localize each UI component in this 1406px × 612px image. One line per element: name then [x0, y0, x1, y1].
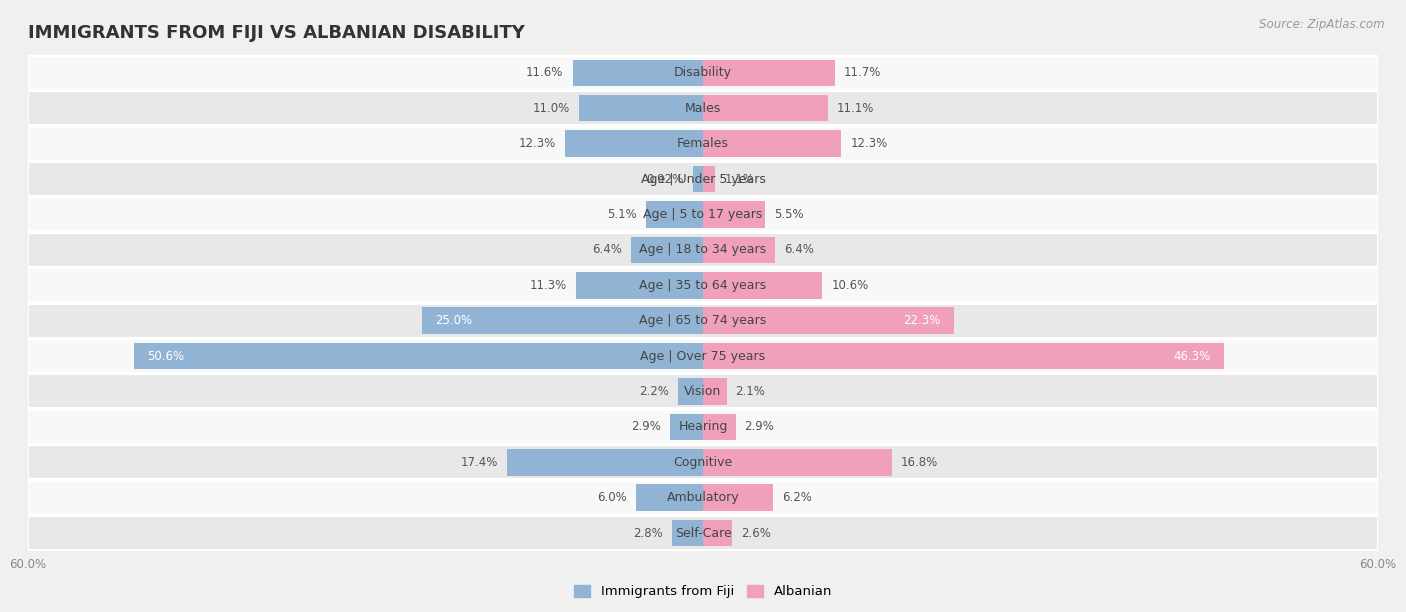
- Text: 11.7%: 11.7%: [844, 66, 882, 80]
- Bar: [28, 56, 1378, 90]
- Text: 10.6%: 10.6%: [831, 278, 869, 292]
- Text: 6.4%: 6.4%: [592, 244, 621, 256]
- Bar: [703, 59, 835, 86]
- Bar: [703, 378, 727, 405]
- Text: 11.0%: 11.0%: [533, 102, 571, 114]
- Bar: [645, 201, 703, 228]
- Bar: [631, 237, 703, 263]
- Text: Source: ZipAtlas.com: Source: ZipAtlas.com: [1260, 18, 1385, 31]
- Text: 16.8%: 16.8%: [901, 456, 938, 469]
- Bar: [28, 410, 1378, 444]
- Bar: [508, 449, 703, 476]
- Bar: [703, 237, 775, 263]
- Text: IMMIGRANTS FROM FIJI VS ALBANIAN DISABILITY: IMMIGRANTS FROM FIJI VS ALBANIAN DISABIL…: [28, 24, 524, 42]
- Text: Males: Males: [685, 102, 721, 114]
- Text: 46.3%: 46.3%: [1173, 349, 1211, 362]
- Text: 2.1%: 2.1%: [735, 385, 765, 398]
- Bar: [579, 95, 703, 121]
- Bar: [28, 304, 1378, 338]
- Bar: [565, 130, 703, 157]
- Bar: [703, 520, 733, 547]
- Bar: [28, 233, 1378, 267]
- Bar: [28, 91, 1378, 125]
- Text: 11.6%: 11.6%: [526, 66, 564, 80]
- Text: 2.8%: 2.8%: [633, 526, 662, 540]
- Text: Disability: Disability: [673, 66, 733, 80]
- Text: 5.5%: 5.5%: [773, 208, 803, 221]
- Text: 12.3%: 12.3%: [519, 137, 555, 150]
- Text: Ambulatory: Ambulatory: [666, 491, 740, 504]
- Text: Vision: Vision: [685, 385, 721, 398]
- Text: 11.3%: 11.3%: [530, 278, 567, 292]
- Text: 11.1%: 11.1%: [837, 102, 875, 114]
- Bar: [28, 198, 1378, 231]
- Bar: [703, 166, 716, 192]
- Bar: [703, 95, 828, 121]
- Text: 2.6%: 2.6%: [741, 526, 770, 540]
- Text: 25.0%: 25.0%: [436, 314, 472, 327]
- Text: 50.6%: 50.6%: [148, 349, 184, 362]
- Text: 12.3%: 12.3%: [851, 137, 887, 150]
- Bar: [693, 166, 703, 192]
- Bar: [703, 307, 953, 334]
- Bar: [703, 343, 1223, 369]
- Bar: [28, 268, 1378, 302]
- Text: 17.4%: 17.4%: [461, 456, 498, 469]
- Bar: [703, 485, 773, 511]
- Legend: Immigrants from Fiji, Albanian: Immigrants from Fiji, Albanian: [569, 580, 837, 603]
- Text: Age | Over 75 years: Age | Over 75 years: [641, 349, 765, 362]
- Bar: [678, 378, 703, 405]
- Text: Age | 5 to 17 years: Age | 5 to 17 years: [644, 208, 762, 221]
- Bar: [703, 449, 891, 476]
- Text: 6.2%: 6.2%: [782, 491, 811, 504]
- Bar: [28, 127, 1378, 160]
- Text: Females: Females: [678, 137, 728, 150]
- Text: 6.4%: 6.4%: [785, 244, 814, 256]
- Text: 2.2%: 2.2%: [640, 385, 669, 398]
- Text: Age | 35 to 64 years: Age | 35 to 64 years: [640, 278, 766, 292]
- Text: Hearing: Hearing: [678, 420, 728, 433]
- Bar: [703, 272, 823, 299]
- Text: 1.1%: 1.1%: [724, 173, 754, 185]
- Text: Self-Care: Self-Care: [675, 526, 731, 540]
- Bar: [672, 520, 703, 547]
- Text: 5.1%: 5.1%: [607, 208, 637, 221]
- Bar: [422, 307, 703, 334]
- Text: Age | 18 to 34 years: Age | 18 to 34 years: [640, 244, 766, 256]
- Bar: [28, 162, 1378, 196]
- Text: Age | Under 5 years: Age | Under 5 years: [641, 173, 765, 185]
- Bar: [703, 201, 765, 228]
- Bar: [28, 516, 1378, 550]
- Bar: [671, 414, 703, 440]
- Text: 22.3%: 22.3%: [903, 314, 941, 327]
- Text: 6.0%: 6.0%: [596, 491, 627, 504]
- Bar: [28, 446, 1378, 479]
- Text: 2.9%: 2.9%: [631, 420, 661, 433]
- Bar: [703, 130, 841, 157]
- Text: Cognitive: Cognitive: [673, 456, 733, 469]
- Bar: [636, 485, 703, 511]
- Bar: [28, 375, 1378, 408]
- Bar: [572, 59, 703, 86]
- Text: 0.92%: 0.92%: [647, 173, 683, 185]
- Bar: [28, 480, 1378, 515]
- Text: 2.9%: 2.9%: [745, 420, 775, 433]
- Bar: [28, 339, 1378, 373]
- Bar: [576, 272, 703, 299]
- Bar: [703, 414, 735, 440]
- Bar: [134, 343, 703, 369]
- Text: Age | 65 to 74 years: Age | 65 to 74 years: [640, 314, 766, 327]
